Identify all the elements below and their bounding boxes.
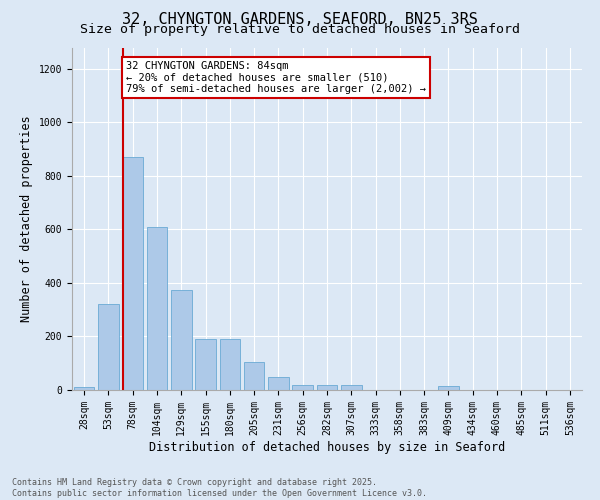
Bar bbox=[74, 386, 94, 390]
Bar bbox=[268, 376, 289, 390]
Bar bbox=[171, 290, 191, 390]
Bar bbox=[195, 339, 216, 390]
Bar bbox=[122, 157, 143, 390]
X-axis label: Distribution of detached houses by size in Seaford: Distribution of detached houses by size … bbox=[149, 440, 505, 454]
Text: Size of property relative to detached houses in Seaford: Size of property relative to detached ho… bbox=[80, 22, 520, 36]
Bar bbox=[244, 362, 265, 390]
Bar bbox=[438, 386, 459, 390]
Y-axis label: Number of detached properties: Number of detached properties bbox=[20, 116, 33, 322]
Bar bbox=[292, 384, 313, 390]
Bar bbox=[146, 228, 167, 390]
Bar bbox=[317, 385, 337, 390]
Bar bbox=[98, 304, 119, 390]
Text: 32, CHYNGTON GARDENS, SEAFORD, BN25 3RS: 32, CHYNGTON GARDENS, SEAFORD, BN25 3RS bbox=[122, 12, 478, 28]
Text: 32 CHYNGTON GARDENS: 84sqm
← 20% of detached houses are smaller (510)
79% of sem: 32 CHYNGTON GARDENS: 84sqm ← 20% of deta… bbox=[126, 61, 426, 94]
Bar bbox=[220, 339, 240, 390]
Text: Contains HM Land Registry data © Crown copyright and database right 2025.
Contai: Contains HM Land Registry data © Crown c… bbox=[12, 478, 427, 498]
Bar bbox=[341, 385, 362, 390]
